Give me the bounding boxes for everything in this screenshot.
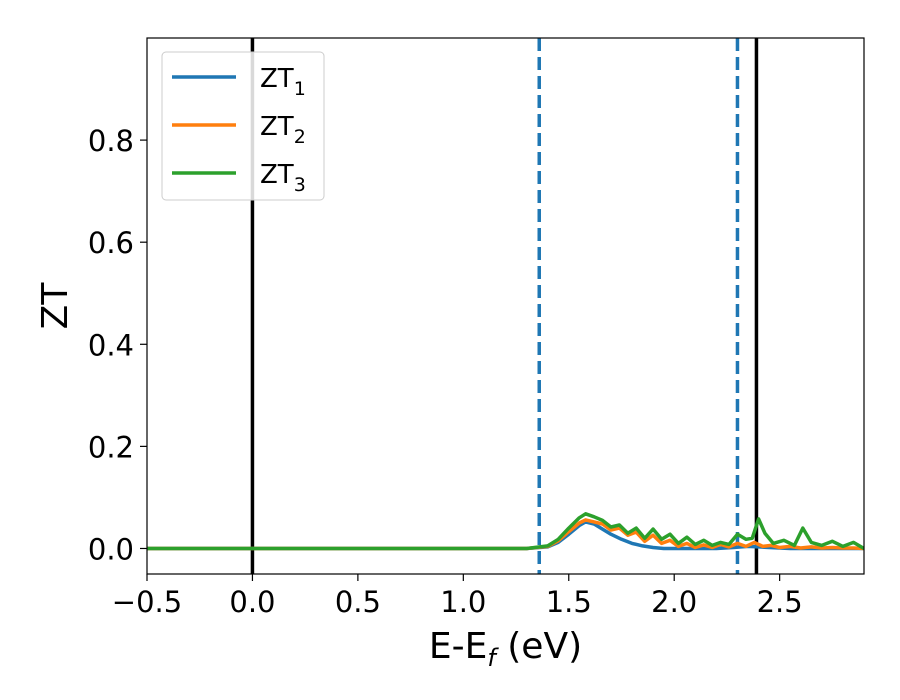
- y-tick-label: 0.0: [88, 532, 134, 566]
- legend-label-zt1: ZT1: [260, 64, 306, 100]
- x-tick-label: 2.5: [757, 585, 803, 619]
- x-tick-label: 0.5: [335, 585, 381, 619]
- x-tick-label: 1.5: [546, 585, 592, 619]
- x-axis: −0.5 0.0 0.5 1.0 1.5 2.0 2.5: [112, 574, 803, 619]
- plot-area: [147, 38, 864, 574]
- legend-label-zt2: ZT2: [260, 112, 306, 148]
- x-axis-label: E-Ef (eV): [429, 626, 582, 672]
- y-axis: 0.0 0.2 0.4 0.6 0.8: [88, 124, 147, 566]
- y-tick-label: 0.2: [88, 430, 134, 464]
- y-tick-label: 0.6: [88, 226, 134, 260]
- x-tick-label: 0.0: [229, 585, 275, 619]
- legend-label-zt3: ZT3: [260, 160, 306, 196]
- legend: ZT1 ZT2 ZT3: [161, 51, 325, 201]
- x-tick-label: 1.0: [440, 585, 486, 619]
- y-tick-label: 0.8: [88, 124, 134, 158]
- series-line-zt3: [147, 512, 864, 551]
- y-axis-label: ZT: [35, 282, 76, 330]
- y-tick-label: 0.4: [88, 328, 134, 362]
- plot-frame: [146, 37, 865, 575]
- x-tick-label: 2.0: [651, 585, 697, 619]
- series-line-zt2: [147, 518, 864, 551]
- x-tick-label: −0.5: [112, 585, 182, 619]
- legend-box: [161, 51, 325, 201]
